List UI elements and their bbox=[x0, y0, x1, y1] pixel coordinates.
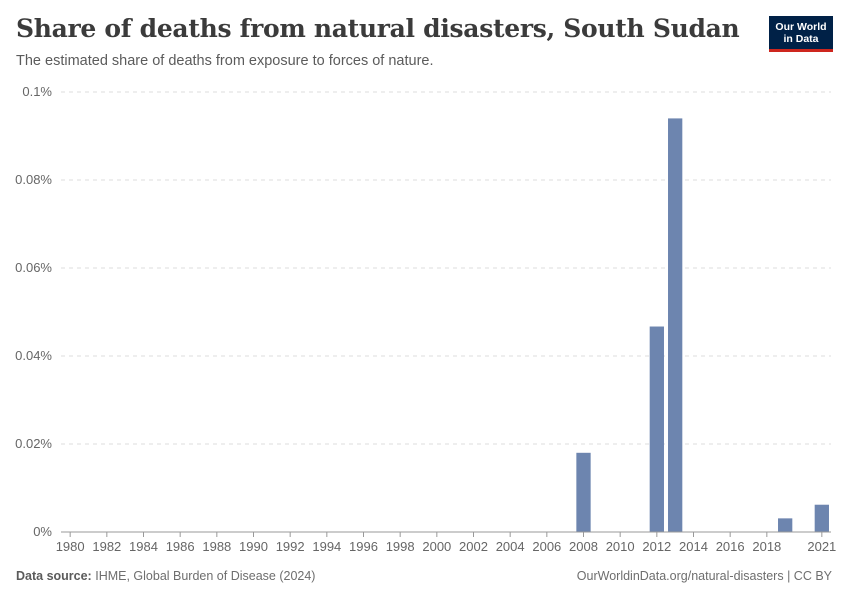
bar-2019[interactable] bbox=[778, 518, 793, 532]
gridlines bbox=[61, 91, 831, 445]
x-tick-label: 1988 bbox=[202, 539, 231, 554]
y-tick-label: 0.06% bbox=[15, 260, 52, 275]
x-tick-label: 1984 bbox=[129, 539, 158, 554]
owid-logo[interactable]: Our World in Data bbox=[769, 16, 833, 52]
y-axis-ticks: 0% 0.02% 0.04% 0.06% 0.08% 0.1% bbox=[15, 84, 52, 539]
x-tick-label: 1982 bbox=[92, 539, 121, 554]
x-tick-label: 1994 bbox=[312, 539, 341, 554]
y-tick-label: 0% bbox=[33, 524, 52, 539]
x-tick-label: 1980 bbox=[56, 539, 85, 554]
chart-subtitle: The estimated share of deaths from expos… bbox=[16, 53, 434, 69]
x-tick-label: 1992 bbox=[276, 539, 305, 554]
x-tick-label: 2016 bbox=[716, 539, 745, 554]
x-tick-label: 2004 bbox=[496, 539, 525, 554]
x-tick-label: 2002 bbox=[459, 539, 488, 554]
bar-2008[interactable] bbox=[576, 452, 591, 532]
x-tick-label: 1990 bbox=[239, 539, 268, 554]
x-tick-label: 2006 bbox=[532, 539, 561, 554]
bar-2021[interactable] bbox=[814, 504, 829, 532]
y-tick-label: 0.02% bbox=[15, 436, 52, 451]
source-url[interactable]: OurWorldinData.org/natural-disasters | C… bbox=[576, 569, 832, 583]
x-tick-label: 2000 bbox=[422, 539, 451, 554]
data-source: Data source: IHME, Global Burden of Dise… bbox=[16, 569, 315, 583]
logo-line-2: in Data bbox=[783, 33, 819, 45]
logo-line-1: Our World bbox=[775, 21, 827, 33]
y-tick-label: 0.1% bbox=[22, 84, 52, 99]
x-axis-ticks: 1980 1982 1984 1986 1988 1990 1992 1994 1996 1998… bbox=[56, 532, 836, 554]
x-tick-label: 2010 bbox=[606, 539, 635, 554]
x-tick-label: 1998 bbox=[386, 539, 415, 554]
x-tick-label: 2012 bbox=[642, 539, 671, 554]
y-tick-label: 0.04% bbox=[15, 348, 52, 363]
chart-title: Share of deaths from natural disasters, … bbox=[16, 14, 740, 43]
bars bbox=[576, 118, 829, 533]
x-tick-label: 1996 bbox=[349, 539, 378, 554]
y-tick-label: 0.08% bbox=[15, 172, 52, 187]
x-tick-label: 2018 bbox=[752, 539, 781, 554]
bar-2013[interactable] bbox=[668, 118, 683, 533]
x-tick-label: 2014 bbox=[679, 539, 708, 554]
bar-2012[interactable] bbox=[649, 326, 664, 532]
x-tick-label: 1986 bbox=[166, 539, 195, 554]
data-source-text[interactable]: IHME, Global Burden of Disease (2024) bbox=[95, 569, 316, 583]
data-source-label: Data source: bbox=[16, 569, 92, 583]
x-tick-label: 2008 bbox=[569, 539, 598, 554]
x-tick-label: 2021 bbox=[807, 539, 836, 554]
